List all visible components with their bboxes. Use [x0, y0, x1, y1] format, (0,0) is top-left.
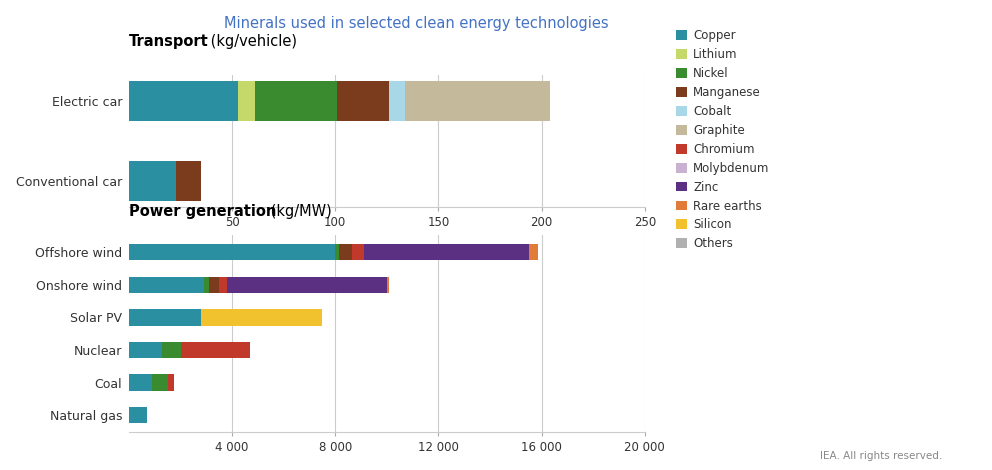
Bar	[129, 81, 238, 121]
Bar	[406, 81, 550, 121]
Bar	[364, 244, 529, 260]
Bar	[129, 375, 152, 391]
Bar	[168, 375, 175, 391]
Text: Minerals used in selected clean energy technologies: Minerals used in selected clean energy t…	[224, 16, 609, 31]
Bar	[129, 309, 201, 326]
Bar	[181, 342, 250, 358]
Bar	[177, 161, 201, 201]
Bar	[255, 81, 337, 121]
Text: (kg/MW): (kg/MW)	[266, 204, 331, 219]
Bar	[209, 277, 219, 293]
Bar	[219, 277, 227, 293]
Bar	[203, 277, 209, 293]
Bar	[335, 244, 339, 260]
Bar	[129, 342, 163, 358]
Bar	[238, 81, 255, 121]
Bar	[129, 161, 177, 201]
Text: Power generation: Power generation	[129, 204, 277, 219]
Text: IEA. All rights reserved.: IEA. All rights reserved.	[820, 451, 942, 461]
Text: (kg/vehicle): (kg/vehicle)	[206, 34, 298, 49]
Bar	[129, 277, 203, 293]
Bar	[129, 407, 147, 423]
Bar	[337, 81, 389, 121]
Bar	[163, 342, 181, 358]
Bar	[339, 244, 352, 260]
Bar	[387, 277, 390, 293]
Bar	[389, 81, 406, 121]
Bar	[152, 375, 168, 391]
Bar	[201, 309, 322, 326]
Bar	[529, 244, 538, 260]
Text: Transport: Transport	[129, 34, 208, 49]
Bar	[352, 244, 364, 260]
Legend: Copper, Lithium, Nickel, Manganese, Cobalt, Graphite, Chromium, Molybdenum, Zinc: Copper, Lithium, Nickel, Manganese, Coba…	[676, 30, 770, 251]
Bar	[129, 244, 335, 260]
Bar	[227, 277, 387, 293]
